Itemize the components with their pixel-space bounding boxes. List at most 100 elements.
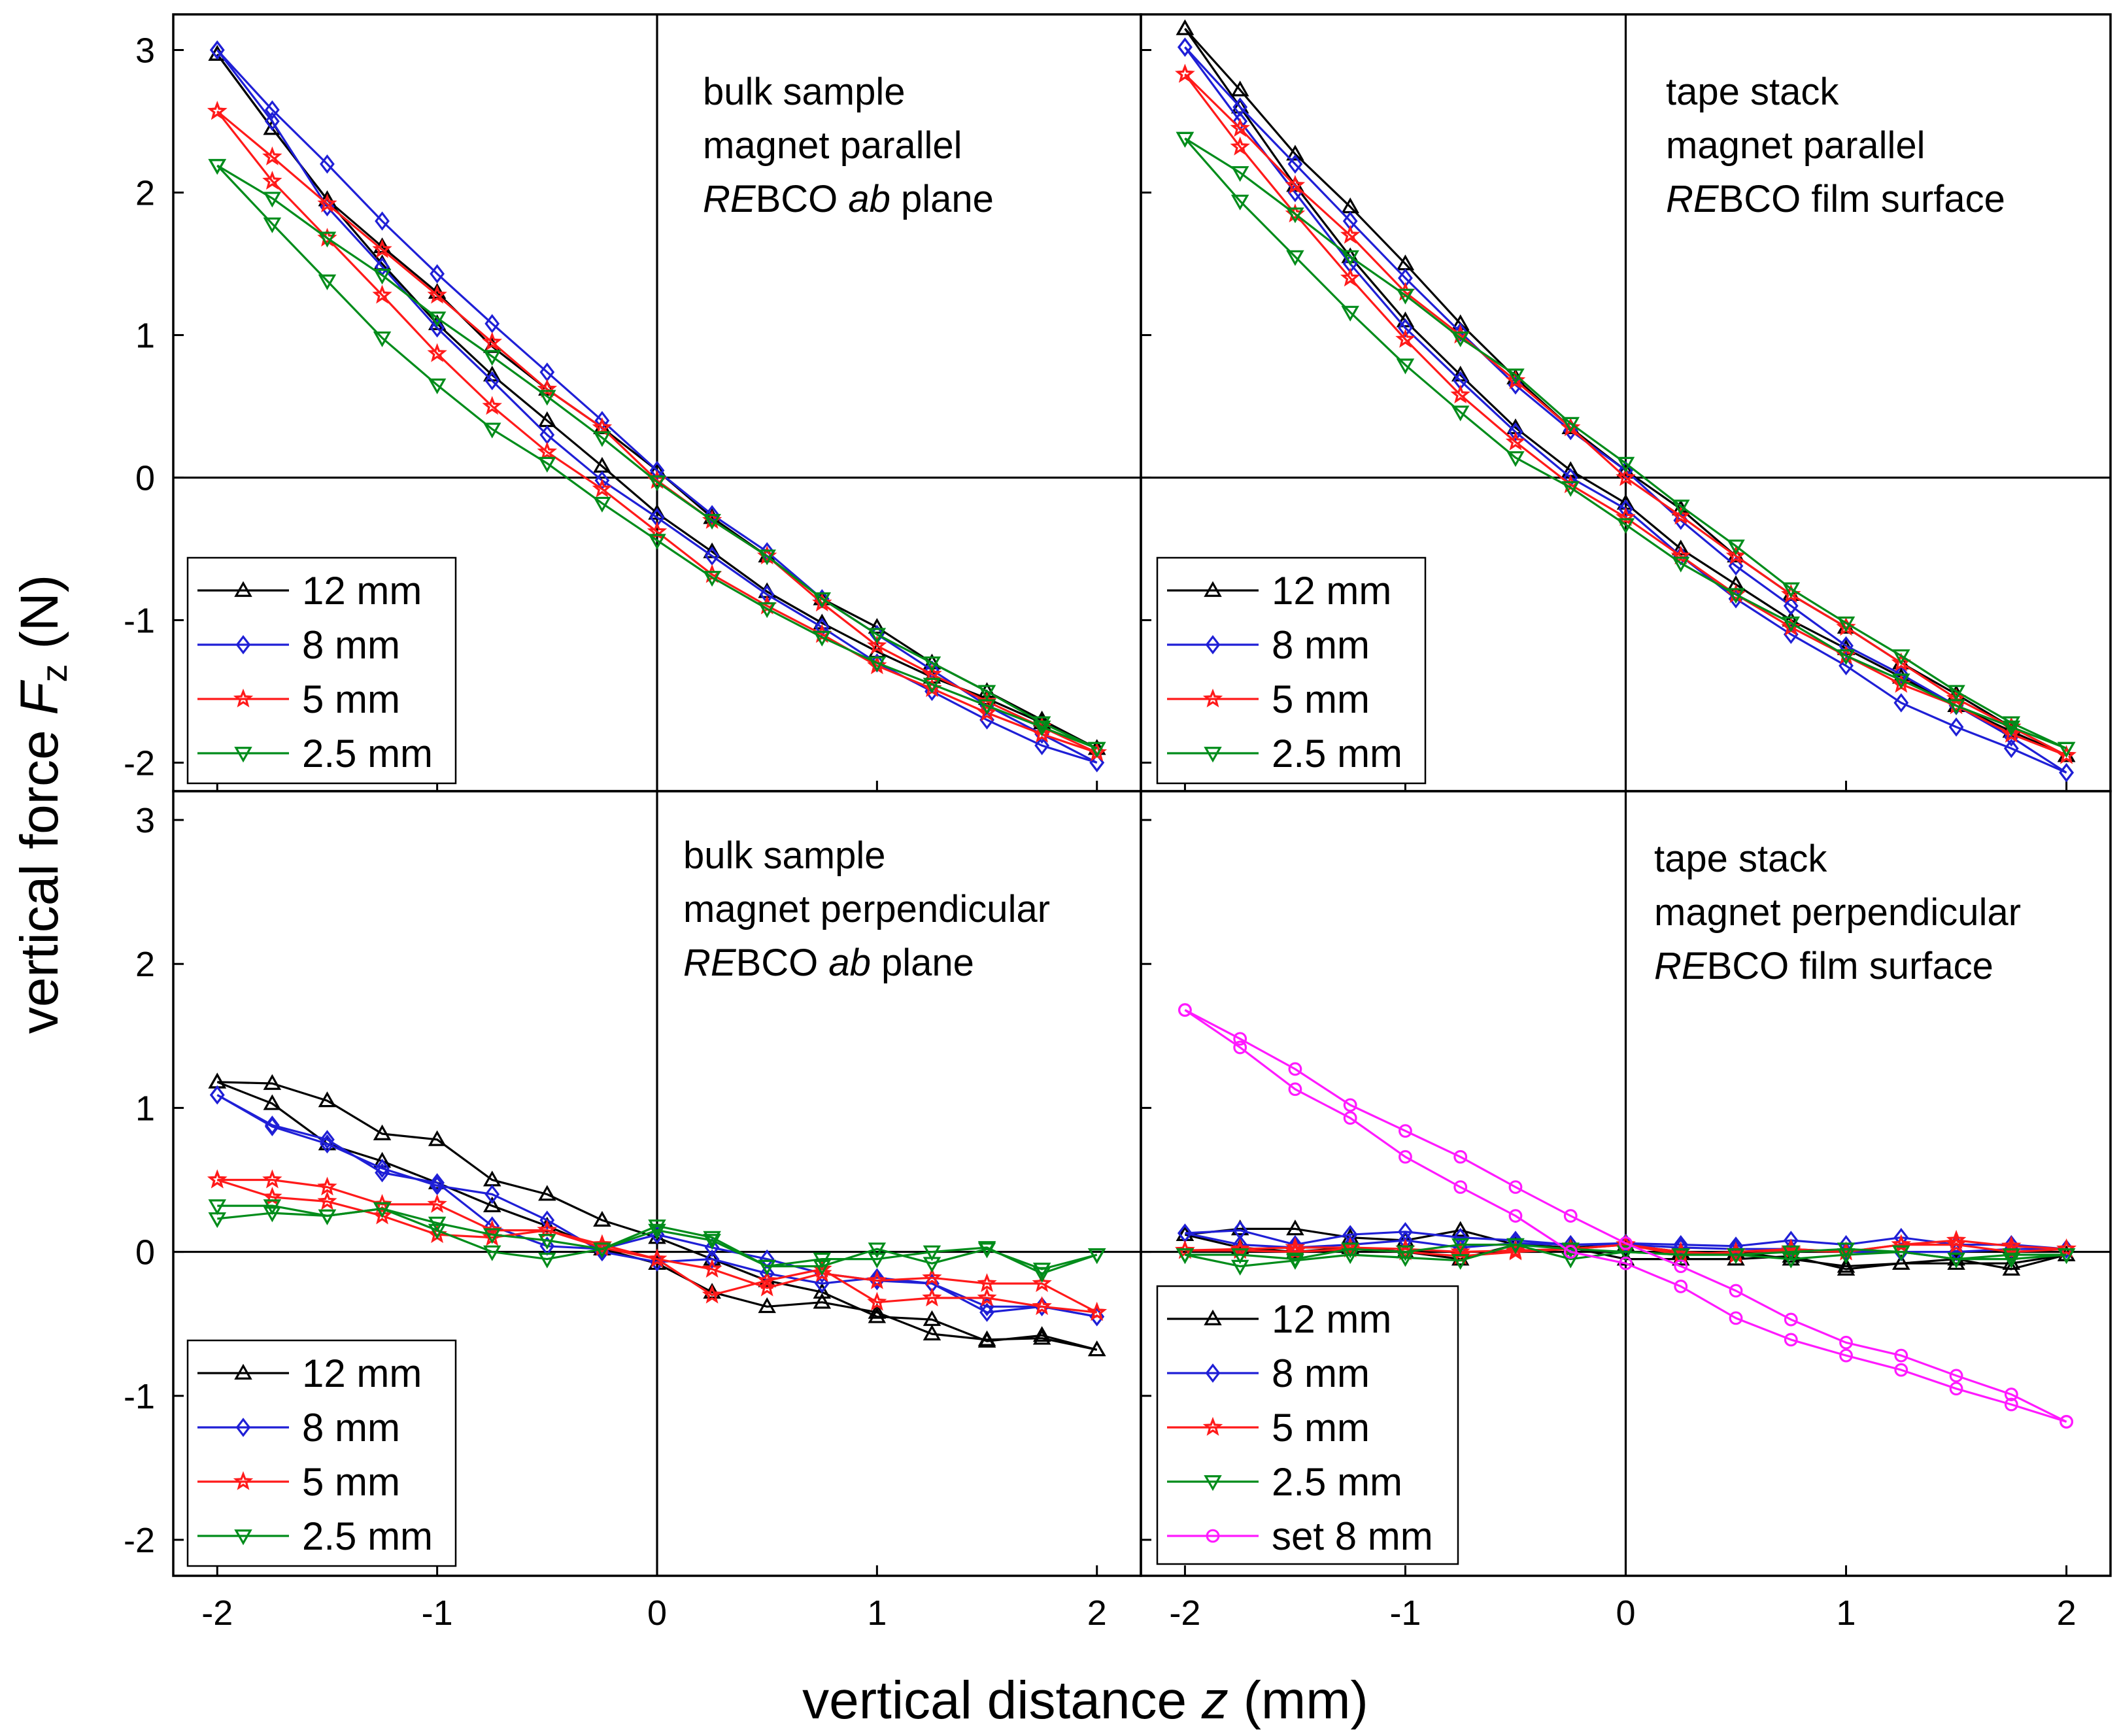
data-point — [703, 1231, 721, 1247]
data-point — [1233, 1032, 1247, 1046]
data-point — [1561, 1252, 1580, 1268]
data-point — [704, 546, 720, 566]
data-point — [264, 100, 280, 120]
legend-label: 5 mm — [1272, 677, 1370, 721]
data-point — [1178, 1003, 1192, 1017]
data-point — [538, 456, 556, 473]
data-point — [1782, 582, 1801, 598]
data-point — [1729, 1311, 1743, 1325]
data-point — [1087, 1248, 1106, 1265]
data-point — [537, 1219, 558, 1239]
data-point — [2002, 1253, 2021, 1270]
data-point — [1839, 1348, 1853, 1363]
data-point — [868, 1302, 887, 1319]
data-point — [1398, 318, 1413, 338]
data-point — [1451, 331, 1470, 348]
annotation-segment: BCO — [736, 942, 829, 984]
annotation-segment: magnet perpendicular — [683, 888, 1050, 930]
panel-top-right: tape stack magnet parallel REBCO film surf… — [1140, 13, 2112, 792]
panel-bottom-left: -2 -1 0 1 2 3 -2 -1 0 1 2 bulk sample magnet perpend… — [124, 790, 1142, 1633]
annotation-segment: BCO film surface — [1707, 945, 1993, 987]
series-line-down — [1184, 1009, 2067, 1423]
data-point — [977, 1331, 996, 1348]
data-point — [1839, 636, 1854, 656]
panel-annotation: magnet perpendicular — [1654, 891, 2021, 934]
data-point — [428, 1216, 447, 1233]
data-point — [1837, 1257, 1856, 1273]
x-tick-label: 1 — [867, 1593, 887, 1633]
data-point — [372, 284, 392, 304]
data-point — [1947, 685, 1965, 701]
panel-annotation: magnet parallel — [1666, 124, 1925, 167]
data-point — [1674, 1259, 1688, 1274]
data-point — [317, 194, 337, 213]
data-point — [373, 331, 392, 348]
data-point — [1032, 1296, 1052, 1316]
data-point — [427, 343, 447, 362]
data-point — [1561, 417, 1580, 433]
data-point — [1506, 1238, 1525, 1254]
series-line-up — [216, 165, 1098, 750]
data-point — [1670, 545, 1691, 565]
data-point — [923, 1324, 941, 1340]
data-point — [703, 1234, 721, 1250]
data-point — [1892, 673, 1910, 690]
data-point — [1087, 1340, 1106, 1357]
data-point — [427, 1193, 447, 1213]
panel-top-left: -2 -1 0 1 2 3 bulk sample magnet parallel REBCO … — [124, 13, 1142, 792]
data-point — [1616, 518, 1635, 534]
series-2.5-mm — [208, 159, 1106, 758]
data-point — [812, 1263, 832, 1282]
data-point — [2002, 1248, 2021, 1265]
data-point — [923, 656, 941, 673]
data-point — [1837, 1259, 1856, 1276]
data-point — [484, 371, 500, 390]
data-point — [320, 154, 335, 174]
data-point — [430, 264, 445, 284]
data-point — [1178, 37, 1193, 57]
data-point — [207, 101, 228, 120]
data-point — [1396, 1245, 1415, 1261]
y-tick-label: 2 — [135, 945, 155, 984]
data-point — [648, 1219, 666, 1236]
data-point — [1175, 1240, 1195, 1259]
data-point — [1451, 405, 1470, 422]
panel-bottom-right: -2 -1 0 1 2 tape stack magnet perpendicular REB… — [1140, 790, 2112, 1633]
data-point — [1032, 1263, 1051, 1279]
y-tick-label: -1 — [124, 1377, 155, 1416]
data-point — [208, 1212, 227, 1229]
data-point — [483, 1228, 501, 1244]
legend-label: 2.5 mm — [1272, 732, 1402, 775]
data-point — [1453, 1180, 1468, 1194]
data-point — [1894, 1363, 1908, 1377]
data-point — [263, 1206, 282, 1223]
legend: 12 mm 8 mm 5 mm 2.5 mm — [186, 556, 457, 785]
legend-box — [1156, 556, 1427, 785]
data-point — [1727, 547, 1745, 563]
x-tick-label: -2 — [201, 1593, 233, 1633]
data-point — [484, 314, 500, 333]
data-point — [207, 1169, 228, 1189]
data-point — [1341, 250, 1359, 266]
data-point — [1230, 194, 1249, 211]
series-line-down — [217, 1204, 1098, 1270]
series-5-mm — [207, 101, 1107, 762]
data-point — [1341, 1242, 1359, 1259]
annotation-segment: tape stack — [1654, 838, 1827, 880]
data-point — [868, 656, 887, 673]
data-point — [1563, 1245, 1578, 1259]
legend: 12 mm 8 mm 5 mm 2.5 mm — [1156, 556, 1427, 785]
data-point — [318, 274, 337, 290]
series-line-down — [216, 110, 1098, 754]
data-point — [867, 1291, 887, 1311]
data-point — [2002, 716, 2021, 732]
data-point — [923, 1257, 941, 1273]
legend-box — [186, 556, 457, 785]
data-point — [1508, 1180, 1523, 1194]
data-point — [1450, 1246, 1470, 1265]
data-point — [262, 171, 282, 190]
series-line-up — [1184, 27, 2067, 757]
data-point — [1230, 80, 1249, 97]
